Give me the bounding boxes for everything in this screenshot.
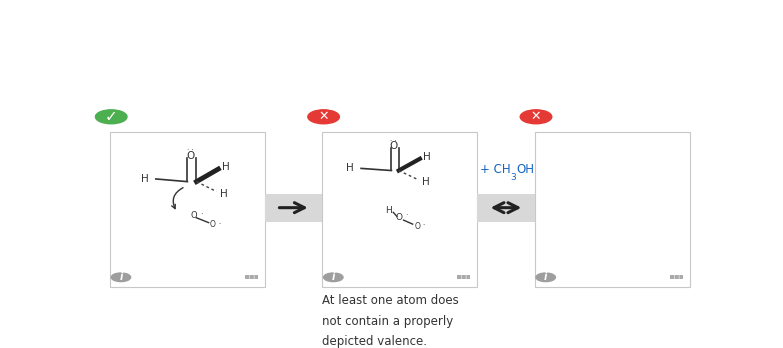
Text: ⤢: ⤢: [673, 272, 679, 283]
Text: H: H: [424, 152, 431, 161]
Text: ·: ·: [200, 210, 203, 219]
Text: ✕: ✕: [319, 110, 329, 123]
Text: 3: 3: [511, 173, 516, 182]
Circle shape: [323, 273, 343, 282]
Text: H: H: [220, 189, 228, 199]
Text: ✕: ✕: [531, 110, 541, 123]
FancyBboxPatch shape: [669, 275, 683, 279]
Text: i: i: [544, 272, 547, 282]
Text: O: O: [186, 151, 194, 161]
Text: H: H: [141, 174, 149, 184]
FancyBboxPatch shape: [457, 275, 471, 279]
Text: ·: ·: [218, 221, 220, 227]
Text: + CH: + CH: [480, 163, 511, 176]
Circle shape: [111, 273, 131, 282]
Text: ·: ·: [423, 222, 424, 228]
Text: OH: OH: [517, 163, 535, 176]
Text: O: O: [210, 220, 216, 229]
Text: depicted valence.: depicted valence.: [323, 335, 428, 348]
Text: At least one atom does: At least one atom does: [323, 294, 459, 307]
Text: H: H: [385, 206, 392, 215]
Text: O: O: [390, 141, 398, 151]
FancyBboxPatch shape: [265, 194, 323, 222]
Text: O: O: [414, 222, 420, 230]
Text: ⤢: ⤢: [461, 272, 467, 283]
FancyArrowPatch shape: [171, 188, 183, 208]
Text: not contain a properly: not contain a properly: [323, 315, 453, 327]
Text: ⤢: ⤢: [248, 272, 254, 283]
Text: H: H: [222, 162, 229, 172]
FancyBboxPatch shape: [535, 132, 690, 287]
Text: ✓: ✓: [105, 109, 117, 124]
Circle shape: [96, 110, 127, 124]
Text: i: i: [332, 272, 335, 282]
FancyBboxPatch shape: [477, 194, 535, 222]
Text: · ·: · ·: [391, 138, 397, 144]
Text: H: H: [346, 164, 354, 173]
Text: O: O: [190, 211, 197, 220]
FancyBboxPatch shape: [110, 132, 265, 287]
Text: ·: ·: [406, 212, 408, 221]
FancyBboxPatch shape: [323, 132, 477, 287]
Circle shape: [308, 110, 339, 124]
Text: H: H: [421, 177, 429, 187]
Text: · ·: · ·: [187, 148, 193, 153]
Text: O: O: [396, 213, 402, 222]
FancyBboxPatch shape: [245, 275, 258, 279]
Circle shape: [520, 110, 552, 124]
Circle shape: [536, 273, 555, 282]
Text: i: i: [119, 272, 123, 282]
